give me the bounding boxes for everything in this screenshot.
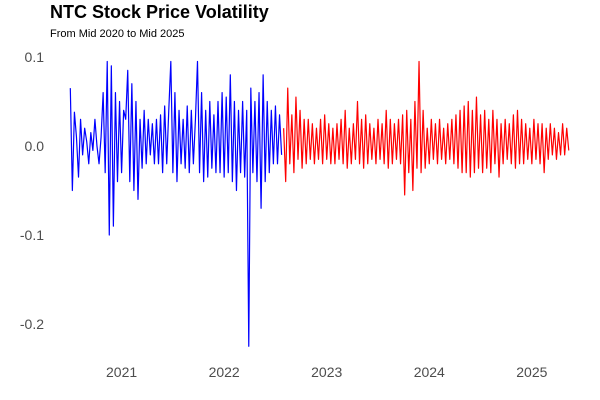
x-tick-label: 2023 [311, 364, 342, 380]
series-line-blue [69, 60, 283, 347]
y-tick-label: -0.1 [20, 227, 44, 243]
x-tick-label: 2024 [414, 364, 445, 380]
series-line-red [283, 60, 570, 196]
x-tick-label: 2021 [106, 364, 137, 380]
chart-title: NTC Stock Price Volatility [50, 2, 269, 22]
y-tick-label: 0.0 [25, 138, 45, 154]
x-tick-label: 2022 [209, 364, 240, 380]
y-tick-label: -0.2 [20, 316, 44, 332]
y-tick-label: 0.1 [25, 49, 45, 65]
x-tick-label: 2025 [516, 364, 547, 380]
chart-subtitle: From Mid 2020 to Mid 2025 [50, 28, 185, 40]
